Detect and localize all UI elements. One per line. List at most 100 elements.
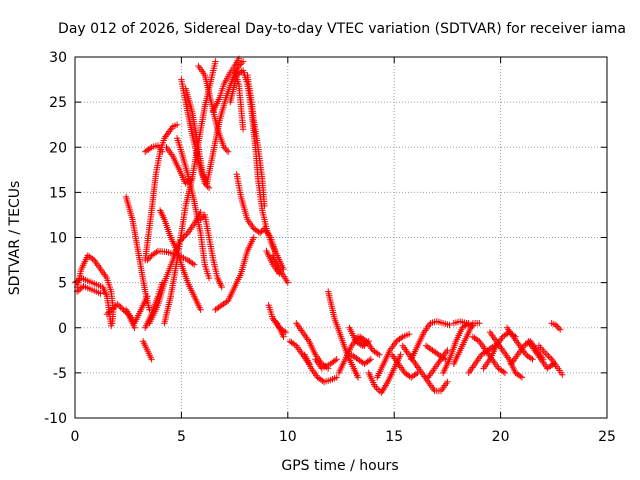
data-point: [366, 357, 373, 364]
data-point: [225, 148, 232, 155]
series-arc-44: [399, 342, 451, 395]
data-point: [223, 147, 230, 154]
data-point: [333, 356, 340, 363]
data-point: [212, 58, 219, 65]
y-tick-label: -5: [53, 366, 67, 382]
series-arc-36: [325, 288, 362, 381]
data-point: [397, 351, 404, 358]
data-point: [89, 255, 96, 263]
series-arc-15: [156, 207, 204, 313]
data-point: [256, 229, 264, 237]
data-point: [106, 308, 114, 315]
data-point: [518, 374, 526, 381]
series-arc-40: [357, 333, 383, 358]
data-point: [373, 384, 380, 392]
series-arc-45: [408, 318, 453, 363]
data-point: [272, 318, 279, 325]
data-point: [145, 255, 152, 262]
data-point: [148, 356, 155, 363]
data-point: [374, 350, 381, 357]
data-point: [529, 356, 536, 363]
series-arc-03: [73, 283, 104, 297]
x-axis-label: GPS time / hours: [281, 458, 398, 474]
grid: [75, 57, 607, 418]
data-point: [554, 323, 561, 330]
series-arc-48: [439, 320, 472, 377]
data-point: [191, 261, 198, 268]
series-arc-29: [263, 247, 283, 277]
data-point: [354, 374, 362, 381]
data-point: [108, 322, 115, 330]
series-arc-27: [233, 171, 279, 255]
data-point: [75, 287, 82, 294]
data-point: [412, 370, 420, 378]
series-arc-42: [374, 330, 413, 381]
data-point: [153, 249, 160, 256]
data-point: [239, 58, 247, 65]
y-tick-label: 30: [49, 50, 67, 66]
x-tick-label: 20: [492, 429, 510, 445]
data-point: [271, 317, 278, 324]
series-arc-18: [182, 85, 211, 187]
series-arc-58: [535, 342, 566, 378]
series-arc-11: [144, 247, 198, 268]
data-point: [218, 283, 225, 291]
data-point: [77, 285, 84, 293]
data-point: [173, 121, 181, 128]
series-arc-02: [71, 274, 115, 330]
series-arc-43: [388, 351, 421, 381]
data-point: [557, 326, 564, 333]
data-point: [371, 383, 379, 390]
data-point: [258, 228, 265, 235]
data-point: [291, 341, 298, 348]
data-point: [97, 290, 104, 297]
data-point: [117, 303, 124, 311]
data-point: [183, 231, 190, 238]
series-arc-50: [450, 318, 477, 330]
data-point: [500, 368, 507, 375]
data-point: [333, 374, 340, 381]
x-tick-label: 25: [598, 429, 616, 445]
ticks: 0 5 10 15 20 25 -10 -5 0 5 10 15 20 25 30: [44, 50, 616, 445]
y-tick-label: -10: [44, 411, 67, 427]
data-point: [469, 322, 477, 330]
y-tick-label: 25: [49, 95, 67, 111]
data-point: [167, 126, 174, 133]
y-tick-label: 5: [58, 276, 67, 292]
data-point: [115, 302, 123, 309]
data-point: [162, 133, 169, 140]
x-tick-label: 10: [279, 429, 297, 445]
data-point: [444, 347, 451, 354]
series-arc-19: [197, 211, 225, 291]
data-point: [552, 321, 560, 329]
data-point: [517, 373, 524, 380]
y-axis-label: SDTVAR / TECUs: [7, 181, 23, 296]
data-point: [474, 337, 481, 344]
series-arc-57: [525, 338, 557, 372]
series-arc-56: [508, 338, 547, 368]
data-point: [280, 333, 287, 340]
series-arc-31: [269, 315, 287, 340]
data-point: [197, 306, 204, 313]
data-point: [542, 349, 549, 357]
series-arc-47: [425, 347, 451, 381]
series-arc-59: [548, 320, 564, 333]
series-arc-35: [312, 356, 340, 372]
data-point: [118, 305, 126, 312]
data-point: [222, 145, 229, 152]
data-point: [545, 353, 552, 360]
data-point: [476, 320, 483, 327]
data-point: [220, 144, 228, 151]
series-arc-30: [265, 302, 289, 336]
data-point: [269, 315, 277, 322]
data-point: [189, 260, 196, 267]
y-tick-label: 20: [49, 140, 67, 156]
series-arc-07: [139, 338, 155, 363]
data-point: [103, 311, 111, 318]
data-point: [375, 386, 382, 393]
y-tick-label: 0: [58, 321, 67, 337]
series-arc-25: [227, 67, 287, 273]
data-point: [181, 232, 189, 240]
x-tick-label: 15: [385, 429, 403, 445]
